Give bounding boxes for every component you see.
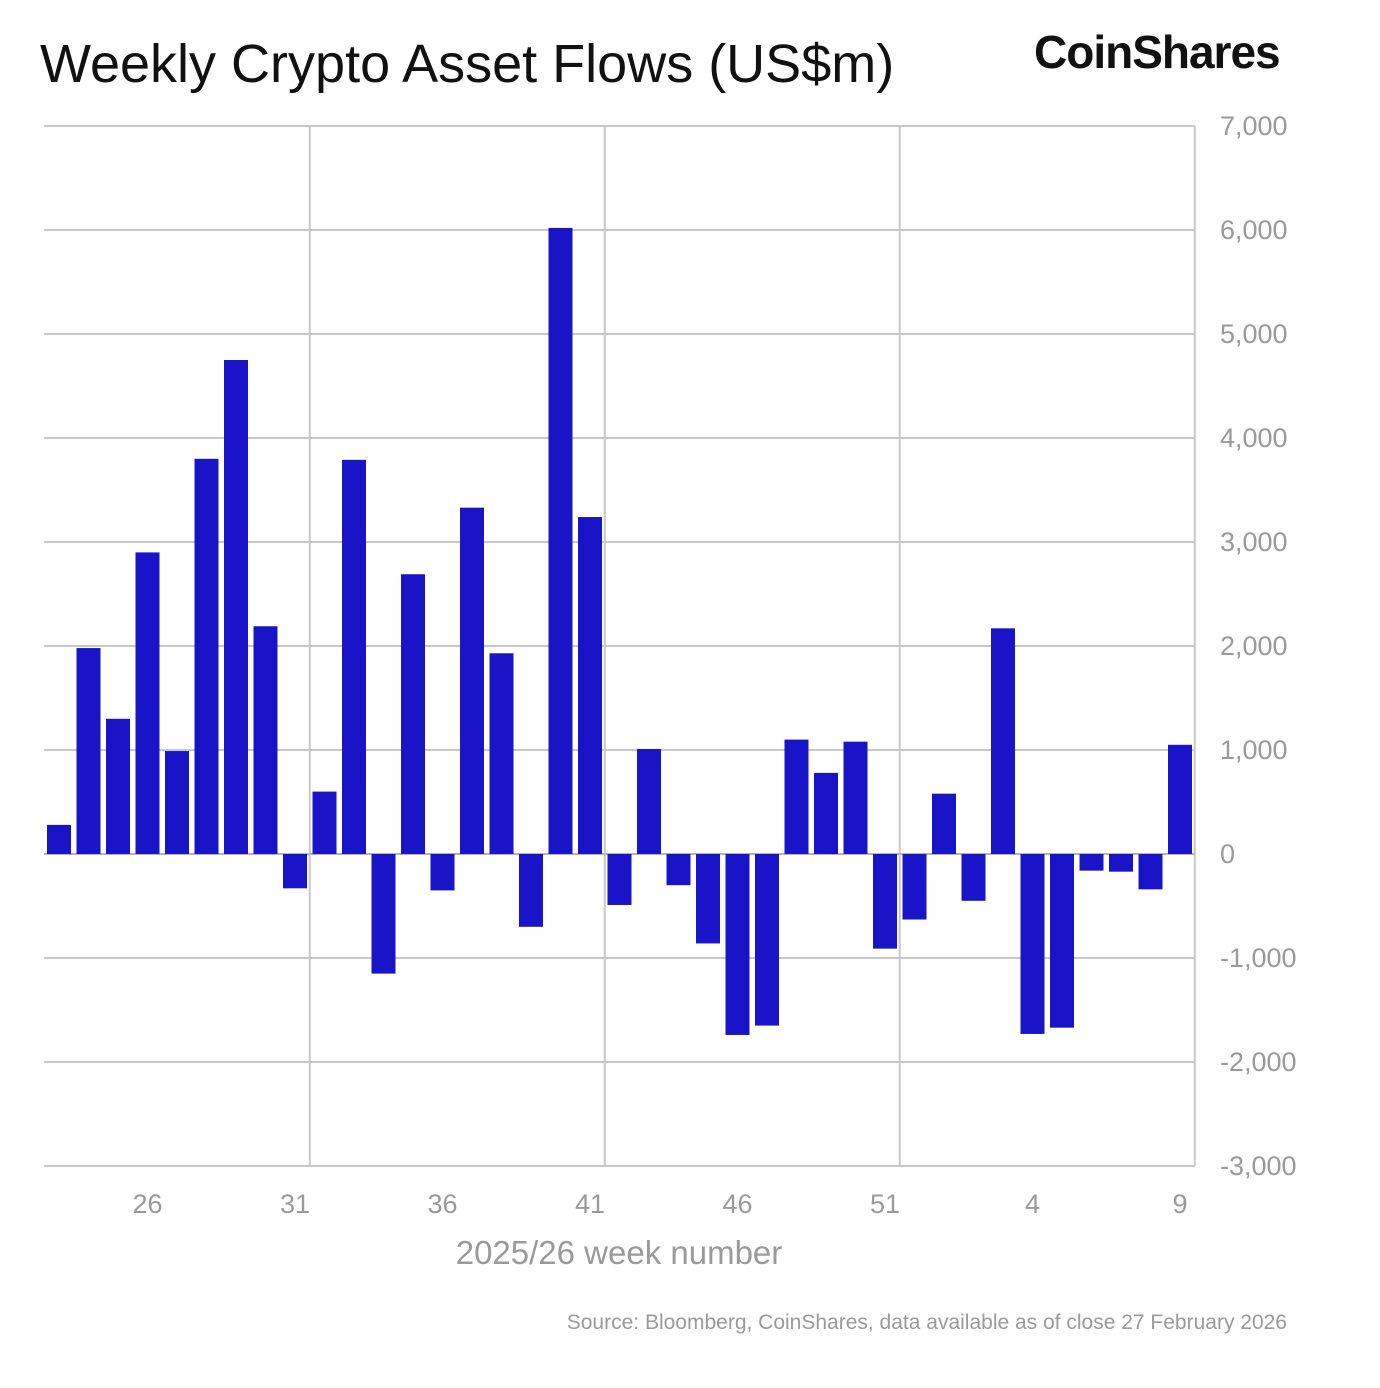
bar-week-34 (371, 854, 396, 974)
bar-week-50 (843, 741, 868, 854)
y-tick-label: 7,000 (1220, 111, 1288, 141)
bar-week-3 (991, 628, 1015, 854)
bar-week-25 (106, 718, 130, 854)
y-tick-label: 1,000 (1220, 735, 1288, 765)
bar-week-2 (961, 854, 986, 901)
bar-week-45 (696, 854, 720, 944)
bar-week-9 (1168, 744, 1192, 854)
bar-week-52 (902, 854, 927, 920)
y-axis-ticks: 7,000 6,000 5,000 4,000 3,000 2,000 1,000 0 -1,0… (1220, 111, 1297, 1181)
y-tick-label: 0 (1220, 839, 1235, 869)
x-tick-label: 46 (722, 1189, 752, 1219)
x-axis-ticks: 26 31 36 41 46 51 4 9 (132, 1189, 1187, 1219)
bar-week-6 (1079, 854, 1104, 871)
bar-week-49 (814, 772, 838, 854)
x-tick-label: 41 (575, 1189, 605, 1219)
x-tick-label: 51 (870, 1189, 900, 1219)
bar-week-28 (194, 458, 219, 854)
bar-week-1 (932, 793, 956, 854)
chart-title: Weekly Crypto Asset Flows (US$m) (40, 34, 894, 94)
bar-week-4 (1020, 854, 1045, 1034)
bar-week-36 (430, 854, 455, 891)
y-tick-label: 4,000 (1220, 423, 1288, 453)
y-tick-label: -3,000 (1220, 1151, 1297, 1181)
bar-week-51 (873, 854, 897, 949)
bar-week-48 (784, 739, 809, 854)
bar-week-42 (607, 854, 632, 905)
y-tick-label: 2,000 (1220, 631, 1288, 661)
bar-week-26 (135, 552, 160, 854)
y-tick-label: 6,000 (1220, 215, 1288, 245)
bar-week-23 (47, 824, 71, 854)
bar-week-39 (519, 854, 543, 927)
x-tick-label: 36 (427, 1189, 457, 1219)
x-axis-label: 2025/26 week number (456, 1234, 783, 1271)
bar-week-30 (253, 626, 278, 854)
bar-week-44 (666, 854, 691, 886)
x-tick-label: 4 (1025, 1189, 1040, 1219)
bar-week-29 (224, 360, 248, 854)
bar-week-40 (548, 227, 573, 855)
bar-week-7 (1109, 854, 1133, 872)
y-tick-label: -2,000 (1220, 1047, 1297, 1077)
bar-week-38 (489, 653, 514, 854)
bar-week-8 (1138, 854, 1163, 890)
bar-week-33 (342, 459, 366, 854)
x-tick-label: 26 (132, 1189, 162, 1219)
bar-week-27 (165, 751, 189, 854)
bar-week-37 (460, 507, 484, 854)
bar-week-24 (76, 648, 101, 854)
y-tick-label: -1,000 (1220, 943, 1297, 973)
bar-week-31 (283, 854, 307, 889)
bar-week-32 (312, 791, 337, 854)
source-note: Source: Bloomberg, CoinShares, data avai… (567, 1311, 1287, 1334)
y-tick-label: 3,000 (1220, 527, 1288, 557)
coinshares-logo: CoinShares (1034, 26, 1280, 78)
bar-week-5 (1050, 854, 1074, 1028)
x-tick-label: 9 (1172, 1189, 1187, 1219)
bar-week-43 (637, 748, 661, 854)
bars (47, 227, 1192, 1035)
x-tick-label: 31 (280, 1189, 310, 1219)
y-tick-label: 5,000 (1220, 319, 1288, 349)
bar-week-46 (725, 854, 750, 1035)
bar-week-47 (755, 854, 779, 1026)
bar-week-35 (401, 574, 425, 854)
bar-week-41 (578, 517, 602, 854)
